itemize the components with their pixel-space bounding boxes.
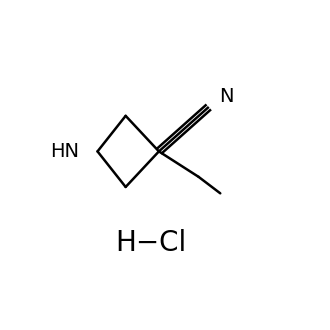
- Text: HN: HN: [50, 142, 80, 161]
- Text: H−Cl: H−Cl: [115, 229, 187, 257]
- Text: N: N: [219, 87, 234, 106]
